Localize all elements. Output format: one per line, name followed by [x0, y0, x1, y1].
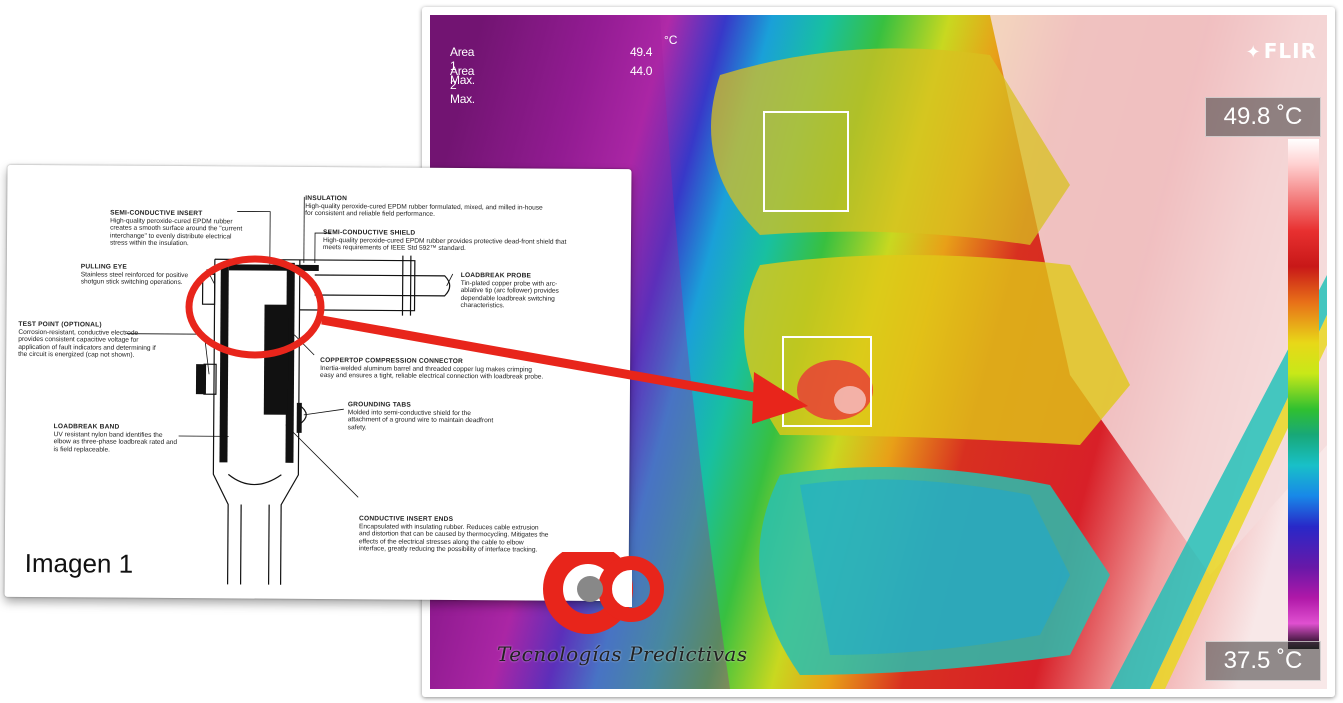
logo-rings-icon [543, 544, 664, 634]
readout-label: Area 1 Max. [450, 45, 475, 87]
callout-insulation: INSULATION High-quality peroxide-cured E… [305, 195, 545, 219]
callout-pulling-eye: PULLING EYE Stainless steel reinforced f… [81, 263, 191, 287]
flir-brand-text: FLIR [1263, 39, 1317, 63]
callout-desc: High-quality peroxide-cured EPDM rubber … [305, 202, 543, 218]
callout-desc: Encapsulated with insulating rubber. Red… [358, 522, 549, 554]
temperature-color-scale [1288, 139, 1319, 649]
callout-desc: High-quality peroxide-cured EPDM rubber … [109, 217, 243, 248]
readout-value: 49.4 [630, 45, 653, 59]
flir-logo: ✦ FLIR [1246, 39, 1317, 63]
callout-desc: High-quality peroxide-cured EPDM rubber … [322, 236, 567, 253]
callout-test-point: TEST POINT (OPTIONAL) Corrosion-resistan… [18, 321, 158, 360]
callout-desc: Stainless steel reinforced for positive … [80, 270, 189, 287]
callout-loadbreak-band: LOADBREAK BAND UV resistant nylon band i… [54, 423, 179, 454]
scale-min-temperature: 37.5 ˚C [1205, 641, 1321, 681]
callout-desc: Corrosion-resistant, conductive electrod… [18, 328, 156, 360]
callout-desc: UV resistant nylon band identifies the e… [53, 430, 178, 454]
company-logo [500, 544, 710, 662]
callout-loadbreak-probe: LOADBREAK PROBE Tin-plated copper probe … [461, 272, 576, 311]
measurement-area-2 [782, 336, 872, 427]
datasheet-card: INSULATION High-quality peroxide-cured E… [4, 164, 632, 602]
company-logo-text: Tecnologías Predictivas [497, 642, 748, 666]
callout-semi-conductive-insert: SEMI-CONDUCTIVE INSERT High-quality pero… [110, 210, 245, 249]
readout-label: Area 2 Max. [450, 64, 475, 106]
callout-desc: Inertia-welded aluminum barrel and threa… [320, 364, 544, 381]
callout-grounding-tabs: GROUNDING TABS Molded into semi-conducti… [348, 401, 503, 432]
callout-conductive-insert-ends: CONDUCTIVE INSERT ENDS Encapsulated with… [359, 515, 549, 554]
flir-mark-icon: ✦ [1245, 42, 1262, 63]
measurement-area-1 [763, 111, 849, 212]
callout-desc: Tin-plated copper probe with arc-ablativ… [460, 279, 559, 310]
callout-semi-conductive-shield: SEMI-CONDUCTIVE SHIELD High-quality pero… [323, 229, 583, 254]
callout-desc: Molded into semi-conductive shield for t… [347, 408, 494, 432]
readout-value: 44.0 [630, 64, 653, 78]
elbow-connector-diagram: INSULATION High-quality peroxide-cured E… [12, 172, 624, 594]
temperature-unit: °C [664, 33, 678, 47]
callout-coppertop-connector: COPPERTOP COMPRESSION CONNECTOR Inertia-… [320, 357, 545, 381]
image-caption: Imagen 1 [24, 547, 134, 579]
scale-max-temperature: 49.8 ˚C [1205, 97, 1321, 137]
